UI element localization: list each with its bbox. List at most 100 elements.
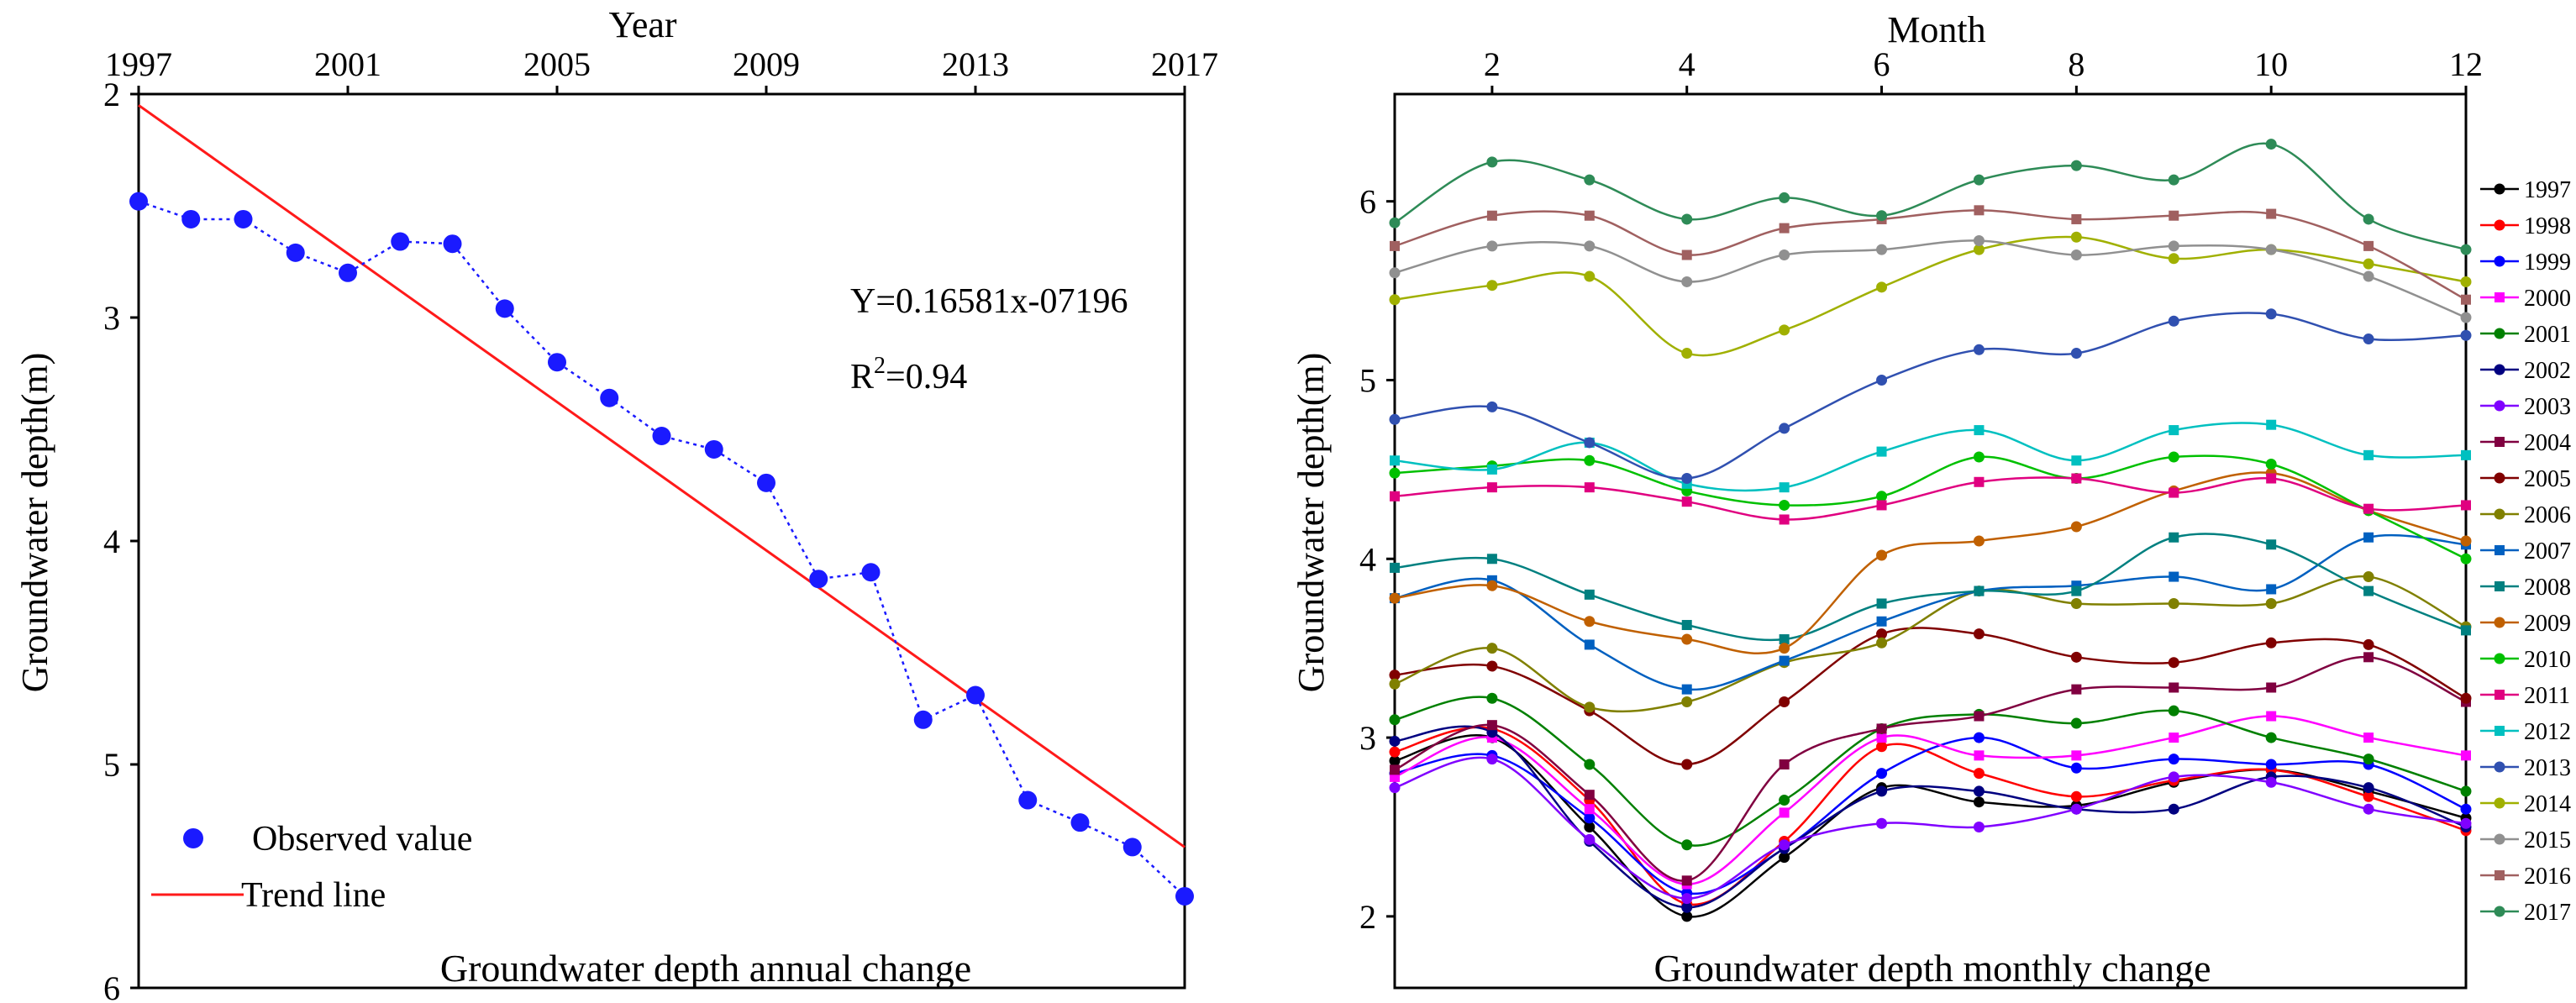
data-point-2017 — [1681, 213, 1693, 225]
data-point-2007 — [2363, 532, 2374, 543]
series-line-1999 — [1394, 736, 2467, 895]
annual-y-tick-label: 6 — [103, 969, 120, 1003]
data-point-2016 — [1681, 249, 1692, 260]
data-point-2005 — [1779, 696, 1790, 708]
data-point-2005 — [2265, 637, 2277, 649]
legend-marker-1998 — [2494, 219, 2505, 231]
data-point-2004 — [1390, 764, 1400, 775]
data-point-2016 — [2461, 294, 2471, 305]
data-point-2017 — [2363, 213, 2374, 225]
data-point-2012 — [2071, 455, 2082, 466]
annual-observed-point — [181, 209, 201, 228]
series-2013 — [1389, 308, 2472, 485]
legend-label-2014: 2014 — [2524, 791, 2571, 817]
annual-observed-point — [129, 192, 148, 211]
data-point-2005 — [1973, 628, 1985, 640]
data-point-2010 — [1876, 491, 1888, 502]
annual-x-tick-label: 2005 — [523, 45, 591, 83]
annual-y-tick-label: 2 — [103, 76, 120, 113]
legend-label-2009: 2009 — [2524, 611, 2571, 637]
data-point-2012 — [1390, 455, 1400, 466]
data-point-2011 — [1974, 476, 1985, 487]
series-2015 — [1389, 234, 2472, 323]
data-point-2008 — [1974, 586, 1985, 596]
data-point-2009 — [2460, 535, 2472, 547]
data-point-2004 — [2169, 682, 2179, 693]
data-point-2003 — [2265, 776, 2277, 788]
data-point-2001 — [2070, 717, 2082, 729]
monthly-chart-title: Groundwater depth monthly change — [1654, 947, 2211, 990]
series-line-2013 — [1394, 312, 2467, 480]
data-point-2008 — [2169, 532, 2179, 543]
legend-marker-2010 — [2494, 653, 2505, 664]
data-point-2003 — [1389, 782, 1401, 794]
data-point-2017 — [1584, 174, 1596, 186]
annual-chart-r-squared: R2=0.94 — [850, 353, 967, 396]
data-point-2008 — [1681, 620, 1692, 631]
data-point-2011 — [1486, 482, 1497, 493]
data-point-2000 — [1779, 807, 1790, 818]
data-point-2006 — [2363, 571, 2374, 583]
monthly-x-tick-label: 6 — [1874, 45, 1890, 83]
data-point-2013 — [1681, 473, 1693, 485]
legend-marker-2013 — [2494, 761, 2505, 773]
data-point-2004 — [1779, 759, 1790, 769]
data-point-2014 — [1681, 348, 1693, 360]
data-point-2008 — [2071, 586, 2082, 596]
data-point-2002 — [1876, 785, 1888, 797]
series-2012 — [1390, 419, 2471, 493]
data-point-2012 — [2266, 419, 2277, 430]
annual-chart-equation: Y=0.16581x-07196 — [850, 282, 1128, 321]
series-line-2001 — [1394, 696, 2467, 847]
data-point-1999 — [1876, 768, 1888, 780]
legend-marker-2012 — [2495, 726, 2505, 736]
data-point-2002 — [1681, 901, 1693, 913]
data-point-2017 — [2265, 139, 2277, 150]
data-point-2014 — [2363, 258, 2374, 270]
series-2005 — [1389, 627, 2472, 770]
legend-label-2016: 2016 — [2524, 864, 2571, 890]
data-point-2003 — [1584, 833, 1596, 845]
data-point-1999 — [2460, 803, 2472, 815]
data-point-2011 — [2461, 500, 2471, 511]
legend-marker-2006 — [2494, 508, 2505, 520]
series-2000 — [1390, 711, 2471, 890]
annual-observed-point — [495, 299, 514, 318]
series-2001 — [1389, 692, 2472, 851]
data-point-2015 — [2070, 249, 2082, 261]
data-point-2017 — [2070, 160, 2082, 171]
data-point-2013 — [2363, 333, 2374, 345]
data-point-2005 — [1876, 628, 1888, 640]
data-point-1999 — [1584, 812, 1596, 824]
monthly-y-tick-label: 4 — [1359, 540, 1376, 578]
data-point-2002 — [1389, 735, 1401, 747]
data-point-2008 — [1779, 634, 1790, 645]
legend-marker-2007 — [2495, 545, 2505, 555]
data-point-2008 — [2461, 625, 2471, 636]
data-point-2006 — [1681, 696, 1693, 708]
data-point-1998 — [1973, 768, 1985, 780]
data-point-2015 — [1779, 249, 1790, 261]
legend-marker-2015 — [2494, 833, 2505, 845]
data-point-1997 — [1681, 911, 1693, 922]
data-point-2013 — [1389, 413, 1401, 425]
legend-marker-2008 — [2495, 581, 2505, 591]
data-point-2016 — [2071, 213, 2082, 224]
monthly-change-chart: 2 4 6 8 10 12 2 3 4 5 6 1997 1998 1999 2000 2001 2002 200… — [1359, 45, 2571, 990]
data-point-2017 — [1973, 174, 1985, 186]
data-point-2010 — [1584, 454, 1596, 466]
annual-observed-connector — [138, 200, 1185, 897]
data-point-2000 — [2461, 750, 2471, 761]
legend-label-2001: 2001 — [2524, 322, 2571, 348]
data-point-2017 — [1486, 156, 1498, 168]
data-point-2004 — [1876, 723, 1887, 734]
data-point-2006 — [2265, 597, 2277, 609]
data-point-2013 — [1486, 401, 1498, 412]
data-point-2009 — [1876, 549, 1888, 561]
data-point-2015 — [1973, 234, 1985, 246]
data-point-2003 — [1876, 817, 1888, 829]
legend-marker-2009 — [2494, 617, 2505, 628]
data-point-2016 — [2169, 210, 2179, 221]
series-2007 — [1390, 532, 2471, 695]
